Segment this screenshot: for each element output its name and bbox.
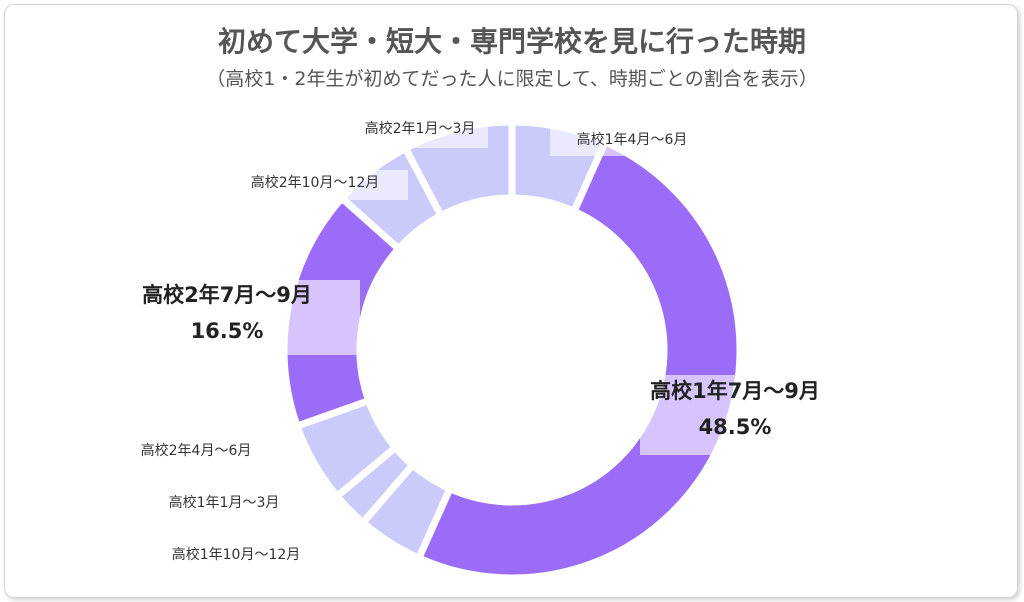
slice-label: 高校1年10月～12月	[172, 546, 301, 563]
slice-label: 高校2年4月～6月	[141, 442, 252, 459]
slice-label: 高校1年7月～9月	[650, 379, 820, 403]
slice-value-label: 16.5%	[191, 319, 264, 343]
slice-value-label: 48.5%	[699, 415, 772, 439]
donut-slice	[414, 137, 744, 582]
label-background	[550, 128, 710, 156]
chart-subtitle: （高校1・2年生が初めてだった人に限定して、時期ごとの割合を表示）	[206, 68, 818, 90]
slice-label: 高校2年1月～3月	[365, 120, 476, 137]
label-background	[150, 280, 360, 355]
label-background	[222, 170, 408, 200]
label-background	[640, 375, 832, 455]
slice-label: 高校1年1月～3月	[169, 494, 280, 511]
slice-label: 高校2年10月～12月	[251, 174, 380, 191]
chart-title: 初めて大学・短大・専門学校を見に行った時期	[217, 25, 806, 58]
slice-label: 高校2年7月～9月	[142, 283, 312, 307]
slice-label: 高校1年4月～6月	[577, 131, 688, 148]
label-background	[332, 118, 488, 148]
